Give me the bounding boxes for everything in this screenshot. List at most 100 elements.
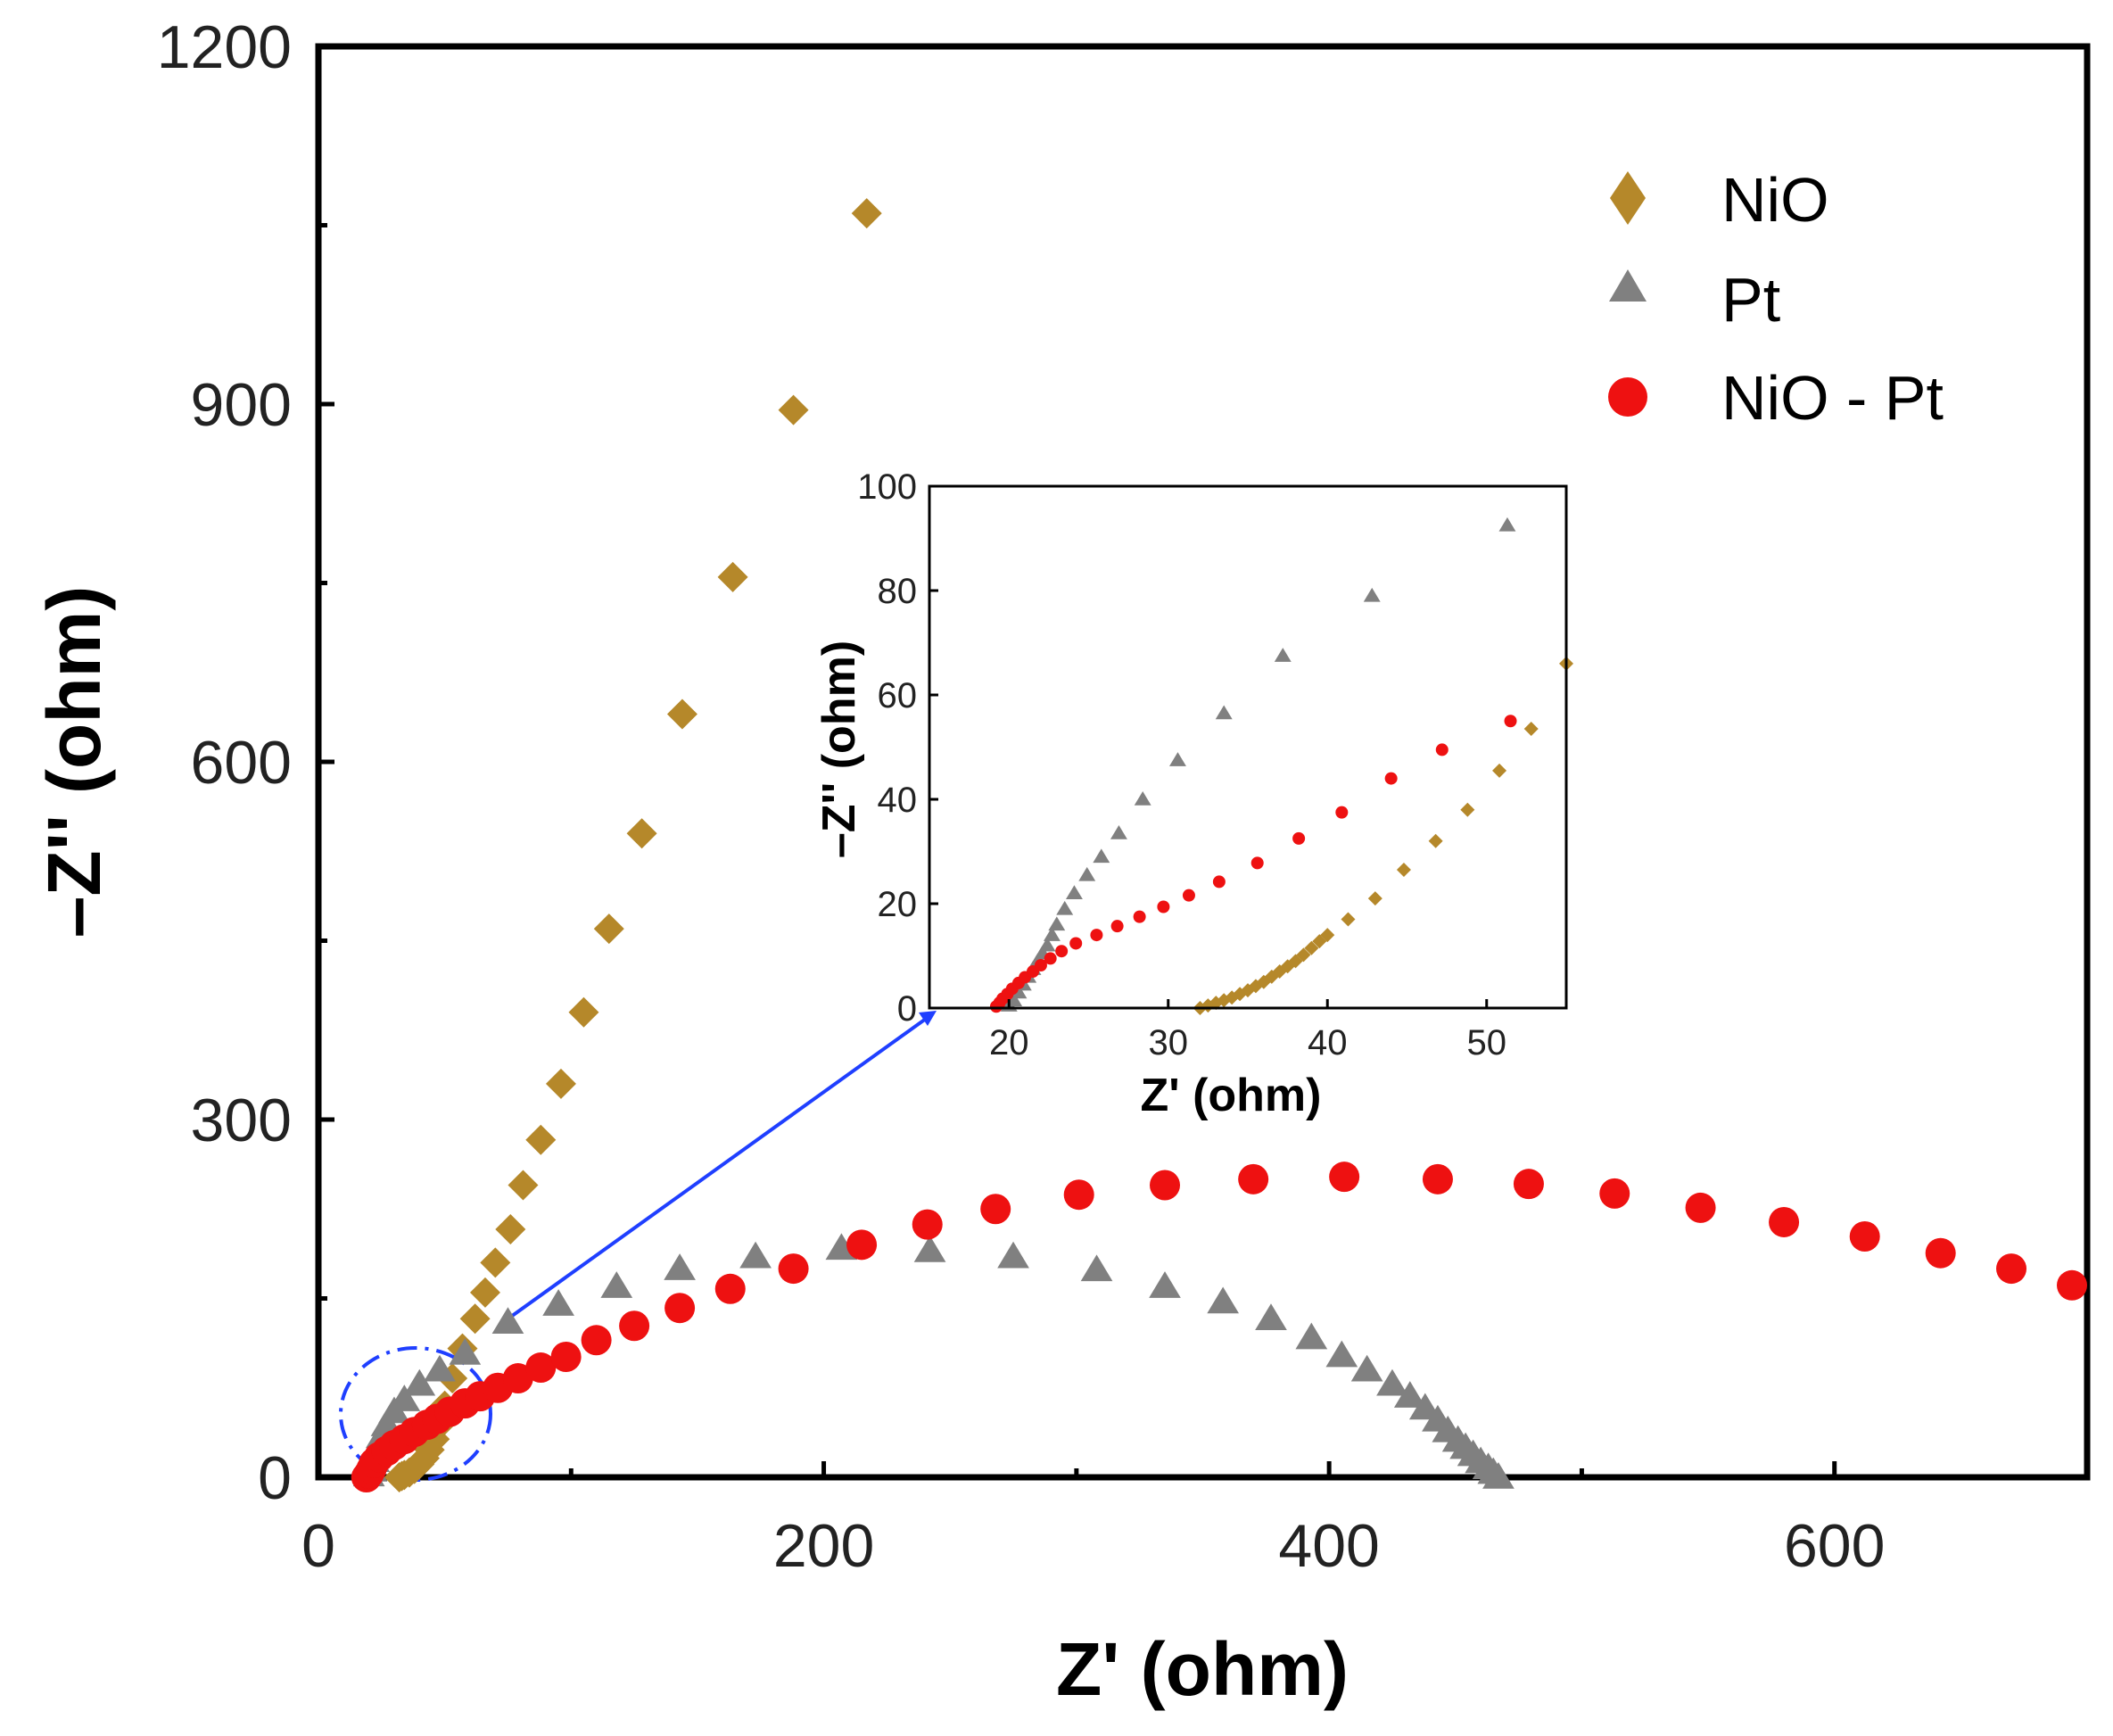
- zoom-arrowhead: [919, 1011, 937, 1026]
- inset-nio-point: [1296, 947, 1311, 963]
- inset-plot: 0 20 40 60 80 100 20 30 40 50 Z' (ohm) –Z'' (ohm…: [813, 467, 1573, 1121]
- nio-pt-point: [619, 1310, 650, 1342]
- main-y-axis: 0 300 600 900 1200: [157, 13, 334, 1512]
- pt-point: [1207, 1286, 1240, 1314]
- main-y-tick-label: 1200: [157, 13, 292, 81]
- nio-pt-point: [1685, 1192, 1716, 1223]
- legend-marker-nio: [1610, 171, 1646, 225]
- legend-marker-pt: [1609, 269, 1647, 302]
- nio-point: [508, 1170, 539, 1201]
- pt-point: [1376, 1368, 1408, 1396]
- zoom-arrow: [507, 1017, 928, 1320]
- inset-y-tick-label: 20: [878, 885, 918, 924]
- pt-point: [664, 1253, 696, 1280]
- series-nio-pt: [351, 1161, 2088, 1492]
- pt-point: [1080, 1254, 1113, 1282]
- inset-pt-point: [1038, 937, 1056, 952]
- inset-y-tick-label: 80: [878, 572, 918, 611]
- inset-nio-pt-point: [1133, 910, 1146, 923]
- inset-pt-point: [1048, 916, 1066, 931]
- inset-pt-point: [1078, 866, 1096, 881]
- legend: NiO Pt NiO - Pt: [1608, 165, 1944, 433]
- pt-point: [997, 1241, 1029, 1269]
- inset-pt-point: [1215, 705, 1233, 720]
- pt-point: [449, 1337, 482, 1365]
- inset-nio-point: [1304, 940, 1319, 955]
- pt-point: [1325, 1340, 1358, 1368]
- inset-nio-pt-point: [1504, 715, 1517, 728]
- inset-series-nio: [1193, 656, 1573, 1015]
- inset-nio-point: [1396, 862, 1411, 877]
- pt-point: [1482, 1462, 1515, 1489]
- nio-pt-point: [778, 1253, 809, 1285]
- inset-nio-point: [1320, 928, 1335, 943]
- legend-label-nio-pt: NiO - Pt: [1721, 363, 1944, 433]
- nio-pt-point: [1599, 1178, 1630, 1209]
- inset-nio-point: [1523, 722, 1539, 737]
- inset-x-tick-label: 50: [1467, 1023, 1507, 1062]
- inset-nio-pt-point: [1435, 743, 1449, 756]
- main-x-tick-label: 600: [1784, 1512, 1885, 1580]
- nio-pt-point: [1769, 1206, 1800, 1237]
- pt-point: [403, 1368, 436, 1396]
- nio-pt-point: [912, 1209, 943, 1240]
- inset-pt-point: [1110, 825, 1127, 839]
- pt-point: [1255, 1303, 1287, 1330]
- inset-nio-pt-point: [1250, 856, 1264, 870]
- inset-pt-point: [1093, 848, 1110, 864]
- nio-point: [469, 1277, 500, 1308]
- pt-point: [739, 1241, 772, 1269]
- pt-point: [388, 1385, 421, 1411]
- main-series: [351, 198, 2088, 1492]
- inset-pt-point: [1169, 752, 1186, 766]
- nio-pt-point: [664, 1293, 696, 1324]
- inset-pt-point: [1065, 885, 1083, 900]
- inset-series-nio-pt: [989, 715, 1517, 1013]
- inset-pt-point: [1363, 587, 1381, 602]
- inset-y-tick-label: 0: [897, 989, 917, 1029]
- nio-pt-point: [846, 1229, 878, 1261]
- nio-point: [593, 913, 624, 945]
- inset-y-tick-label: 40: [878, 781, 918, 820]
- inset-nio-point: [1428, 833, 1443, 848]
- nio-point: [717, 561, 748, 592]
- pt-point: [1295, 1322, 1328, 1350]
- nio-pt-point: [1925, 1237, 1956, 1269]
- nio-pt-point: [1150, 1170, 1181, 1201]
- inset-nio-pt-point: [1292, 831, 1306, 845]
- main-x-axis: 0 200 400 600: [301, 1461, 1885, 1580]
- main-x-tick-label: 0: [301, 1512, 335, 1580]
- inset-nio-pt-point: [1212, 875, 1226, 889]
- nio-pt-point: [525, 1352, 557, 1384]
- main-y-axis-title: –Z'' (ohm): [32, 586, 116, 938]
- legend-marker-nio-pt: [1608, 377, 1647, 417]
- inset-nio-pt-point: [1182, 889, 1195, 902]
- nio-pt-point: [1329, 1161, 1360, 1193]
- inset-nio-point: [1460, 802, 1475, 817]
- inset-plot-frame: [928, 484, 1568, 1010]
- nio-point: [666, 699, 697, 730]
- nio-pt-point: [1422, 1163, 1453, 1195]
- inset-pt-point: [1134, 791, 1151, 806]
- legend-label-pt: Pt: [1721, 265, 1780, 335]
- nio-point: [851, 198, 882, 229]
- inset-nio-pt-point: [1384, 772, 1398, 785]
- inset-y-axis-title: –Z'' (ohm): [813, 641, 865, 858]
- inset-x-axis: 20 30 40 50: [989, 999, 1506, 1062]
- nio-pt-point: [581, 1325, 612, 1356]
- nio-point: [525, 1124, 557, 1155]
- main-y-tick-label: 600: [191, 729, 292, 797]
- inset-nio-pt-point: [1110, 920, 1124, 933]
- nio-pt-point: [1513, 1169, 1544, 1200]
- inset-nio-pt-point: [1157, 900, 1170, 913]
- nio-point: [495, 1213, 526, 1244]
- zoom-region-ellipse: [339, 1346, 492, 1482]
- nio-pt-point: [980, 1194, 1011, 1225]
- inset-pt-point: [1043, 927, 1061, 941]
- nio-point: [626, 818, 657, 849]
- main-y-tick-label: 300: [191, 1087, 292, 1154]
- inset-nio-pt-point: [1090, 929, 1103, 942]
- inset-pt-point: [1498, 517, 1516, 532]
- inset-x-tick-label: 30: [1149, 1023, 1189, 1062]
